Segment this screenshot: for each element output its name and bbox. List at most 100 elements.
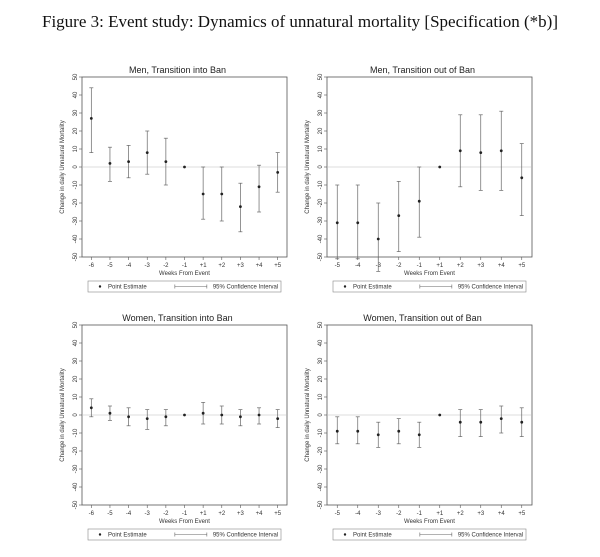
legend-ci-label: 95% Confidence Interval (458, 533, 523, 539)
chart-panel-3: Women, Transition into Ban-50-40-30-20-1… (60, 313, 288, 541)
x-tick-label: -6 (89, 511, 95, 517)
point-estimate (183, 165, 186, 169)
legend-point-label: Point Estimate (108, 533, 147, 539)
legend-point-label: Point Estimate (353, 285, 392, 291)
point-estimate (239, 205, 242, 209)
legend-point-marker (98, 285, 102, 288)
x-tick-label: -2 (396, 511, 402, 517)
point-estimate (145, 417, 149, 420)
x-tick-label: -3 (376, 511, 382, 517)
y-tick-label: 50 (73, 73, 79, 80)
point-estimate (458, 149, 462, 153)
point-estimate (183, 413, 186, 417)
x-tick-label: -1 (417, 263, 423, 269)
legend-point-label: Point Estimate (108, 285, 147, 291)
point-estimate (108, 411, 112, 415)
point-estimate (397, 214, 401, 218)
y-tick-label: 30 (318, 357, 324, 364)
panel-title: Men, Transition out of Ban (370, 65, 475, 75)
point-estimate (89, 117, 93, 120)
x-tick-label: -5 (335, 263, 341, 269)
x-axis-label: Weeks From Event (404, 519, 455, 525)
y-tick-label: -40 (318, 482, 324, 491)
point-estimate (220, 192, 224, 196)
y-tick-label: -40 (73, 482, 79, 491)
y-tick-label: -30 (73, 464, 79, 473)
y-tick-label: -40 (318, 234, 324, 243)
y-tick-label: 0 (73, 165, 79, 169)
panel-title: Women, Transition out of Ban (363, 313, 481, 323)
x-tick-label: -1 (182, 263, 188, 269)
y-tick-label: -50 (318, 500, 324, 509)
x-tick-label: +4 (498, 511, 506, 517)
y-tick-label: -20 (318, 198, 324, 207)
x-tick-label: -5 (107, 263, 113, 269)
y-axis-label: Change in daily Unnatural Mortality (305, 120, 311, 213)
y-tick-label: -10 (73, 428, 79, 437)
x-tick-label: +4 (256, 511, 264, 517)
x-tick-label: -5 (107, 511, 113, 517)
x-tick-label: -6 (89, 263, 95, 269)
point-estimate (276, 171, 280, 174)
x-tick-label: -3 (145, 511, 151, 517)
point-estimate (276, 417, 280, 420)
x-tick-label: +4 (256, 263, 264, 269)
y-axis-label: Change in daily Unnatural Mortality (305, 368, 311, 461)
point-estimate (417, 433, 421, 437)
point-estimate (458, 420, 462, 424)
point-estimate (417, 199, 421, 203)
point-estimate (220, 413, 224, 417)
y-tick-label: -10 (318, 180, 324, 189)
legend-point-marker (343, 285, 347, 288)
x-tick-label: +2 (218, 263, 226, 269)
chart-panel-4: Women, Transition out of Ban-50-40-30-20… (305, 313, 533, 541)
x-tick-label: -4 (126, 511, 132, 517)
y-tick-label: -50 (73, 500, 79, 509)
y-tick-label: 50 (73, 321, 79, 328)
x-tick-label: +2 (457, 511, 465, 517)
x-tick-label: +5 (518, 511, 526, 517)
point-estimate (499, 417, 503, 420)
point-estimate (520, 420, 524, 424)
x-tick-label: +1 (200, 263, 208, 269)
y-tick-label: -30 (73, 216, 79, 225)
y-tick-label: 0 (318, 413, 324, 417)
point-estimate (239, 415, 242, 419)
x-tick-label: -2 (163, 511, 169, 517)
x-tick-label: -1 (417, 511, 423, 517)
legend-ci-label: 95% Confidence Interval (213, 285, 278, 291)
y-tick-label: 40 (318, 339, 324, 346)
y-tick-label: -20 (73, 198, 79, 207)
x-tick-label: +2 (457, 263, 465, 269)
y-tick-label: 50 (318, 73, 324, 80)
point-estimate (479, 420, 483, 424)
x-tick-label: -4 (126, 263, 132, 269)
legend-point-label: Point Estimate (353, 533, 392, 539)
y-tick-label: 10 (318, 145, 324, 152)
x-tick-label: +1 (200, 511, 208, 517)
point-estimate (356, 221, 360, 225)
y-tick-label: 20 (73, 127, 79, 134)
chart-panel-2: Men, Transition out of Ban-50-40-30-20-1… (305, 65, 533, 293)
y-tick-label: 10 (318, 393, 324, 400)
x-tick-label: -2 (163, 263, 169, 269)
point-estimate (127, 415, 130, 419)
x-tick-label: +5 (274, 511, 282, 517)
x-axis-label: Weeks From Event (159, 271, 210, 277)
y-tick-label: 10 (73, 145, 79, 152)
y-tick-label: 50 (318, 321, 324, 328)
x-tick-label: +3 (237, 263, 245, 269)
y-tick-label: 40 (73, 339, 79, 346)
y-axis-label: Change in daily Unnatural Mortality (60, 368, 66, 461)
point-estimate (479, 151, 483, 154)
point-estimate (201, 411, 205, 415)
x-tick-label: -1 (182, 511, 188, 517)
point-estimate (257, 413, 261, 417)
y-tick-label: 40 (318, 91, 324, 98)
y-axis-label: Change in daily Unnatural Mortality (60, 120, 66, 213)
x-tick-label: -3 (145, 263, 151, 269)
point-estimate (397, 429, 401, 433)
legend-point-marker (343, 533, 347, 536)
x-tick-label: -4 (355, 263, 361, 269)
